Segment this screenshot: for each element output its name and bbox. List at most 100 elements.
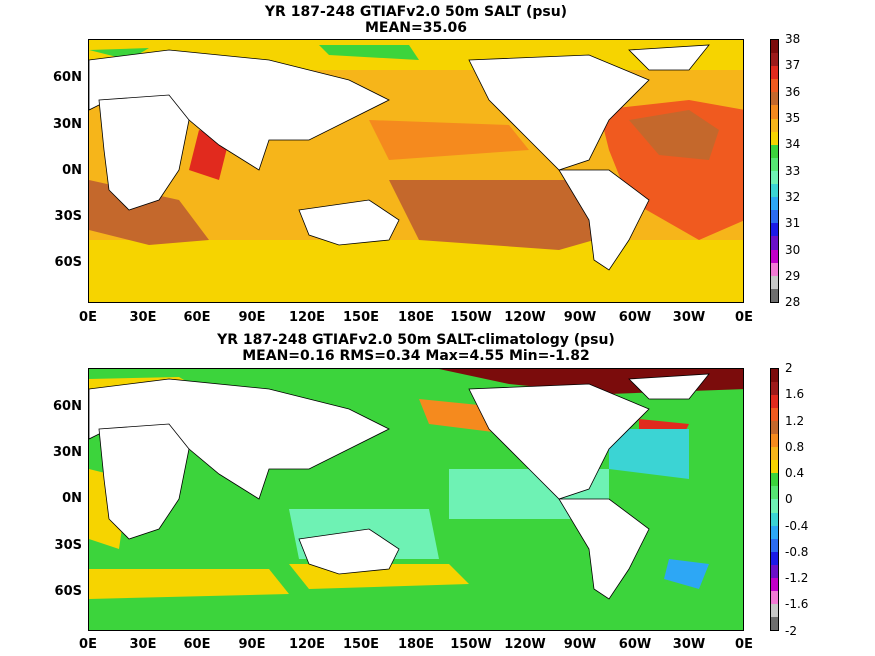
colorbar-segment bbox=[771, 275, 778, 289]
y-tick: 30N bbox=[53, 117, 82, 132]
colorbar-segment bbox=[771, 170, 778, 185]
colorbar-segment bbox=[771, 408, 778, 422]
x-tick: 0E bbox=[79, 310, 97, 325]
x-tick: 60W bbox=[618, 310, 652, 325]
colorbar-segment bbox=[771, 551, 778, 565]
y-tick: 60S bbox=[54, 255, 82, 270]
y-tick: 0N bbox=[62, 491, 82, 506]
x-tick: 120W bbox=[504, 310, 546, 325]
north-america bbox=[468, 54, 650, 171]
x-tick: 60W bbox=[618, 637, 652, 652]
x-tick: 90W bbox=[563, 310, 597, 325]
colorbar-segment bbox=[771, 249, 778, 263]
colorbar-label: 30 bbox=[785, 243, 801, 257]
colorbar-segment bbox=[771, 525, 778, 539]
x-tick: 180E bbox=[397, 310, 435, 325]
colorbar-label: 29 bbox=[785, 269, 801, 283]
colorbar-segment bbox=[771, 603, 778, 617]
anomaly-map-svg bbox=[89, 369, 743, 630]
colorbar-label: 34 bbox=[785, 137, 801, 151]
y-tick: 60N bbox=[53, 70, 82, 85]
colorbar-label: -0.4 bbox=[785, 519, 809, 533]
colorbar-label: 1.2 bbox=[785, 414, 805, 428]
x-tick: 60E bbox=[183, 637, 211, 652]
salt-panel: YR 187-248 GTIAFv2.0 50m SALT (psu) MEAN… bbox=[53, 4, 801, 325]
colorbar-label: 31 bbox=[785, 216, 801, 230]
colorbar-segment bbox=[771, 210, 778, 224]
colorbar-segment bbox=[771, 369, 778, 383]
atlantic-negative bbox=[609, 429, 689, 479]
colorbar-segment bbox=[771, 616, 778, 630]
chart-subtitle: MEAN=0.16 RMS=0.34 Max=4.55 Min=-1.82 bbox=[242, 348, 590, 364]
colorbar-segment bbox=[771, 512, 778, 526]
salinity-map-svg bbox=[89, 40, 743, 302]
greenland bbox=[628, 44, 710, 71]
x-tick: 150E bbox=[342, 637, 380, 652]
africa bbox=[98, 94, 190, 211]
x-tick: 120E bbox=[288, 310, 326, 325]
colorbar-segment bbox=[771, 92, 778, 106]
continents bbox=[89, 44, 710, 271]
x-tick: 30W bbox=[672, 637, 706, 652]
colorbar-segment bbox=[771, 53, 778, 67]
anomaly-map bbox=[88, 368, 744, 631]
x-tick: 180E bbox=[397, 637, 435, 652]
colorbar-label: 33 bbox=[785, 164, 801, 178]
colorbar-segment bbox=[771, 395, 778, 409]
colorbar-label: 37 bbox=[785, 58, 801, 72]
colorbar-segment bbox=[771, 79, 778, 93]
atlantic-max bbox=[629, 110, 719, 160]
colorbar-segment bbox=[771, 118, 778, 132]
continents bbox=[89, 373, 710, 600]
colorbar-label: 0.4 bbox=[785, 466, 805, 480]
colorbar-segment bbox=[771, 473, 778, 487]
colorbar bbox=[770, 368, 779, 631]
x-tick: 120W bbox=[504, 637, 546, 652]
x-tick: 30E bbox=[129, 310, 157, 325]
y-tick: 30S bbox=[54, 209, 82, 224]
x-tick: 60E bbox=[183, 310, 211, 325]
colorbar-label: 38 bbox=[785, 32, 801, 46]
colorbar-label: -1.2 bbox=[785, 571, 809, 585]
colorbar-segment bbox=[771, 223, 778, 237]
australia bbox=[298, 199, 400, 246]
colorbar-segment bbox=[771, 577, 778, 591]
y-tick: 30S bbox=[54, 538, 82, 553]
salt-anomaly-panel: YR 187-248 GTIAFv2.0 50m SALT-climatolog… bbox=[0, 330, 875, 656]
colorbar-segment bbox=[771, 590, 778, 604]
colorbar-segment bbox=[771, 486, 778, 500]
colorbar-segment bbox=[771, 105, 778, 119]
x-tick: 30E bbox=[129, 637, 157, 652]
colorbar-label: 1.6 bbox=[785, 387, 805, 401]
colorbar-label: 0.8 bbox=[785, 440, 805, 454]
colorbar-label: 35 bbox=[785, 111, 801, 125]
colorbar-segment bbox=[771, 262, 778, 276]
y-tick: 60S bbox=[54, 584, 82, 599]
x-tick: 90W bbox=[563, 637, 597, 652]
falklands-negative bbox=[664, 559, 709, 589]
colorbar-label: 28 bbox=[785, 295, 801, 309]
x-tick: 0E bbox=[735, 637, 753, 652]
colorbar-segment bbox=[771, 236, 778, 250]
chart-title: YR 187-248 GTIAFv2.0 50m SALT (psu) bbox=[264, 4, 568, 20]
colorbar-label: -1.6 bbox=[785, 597, 809, 611]
x-tick: 120E bbox=[288, 637, 326, 652]
colorbar-segment bbox=[771, 382, 778, 396]
colorbar-label: 2 bbox=[785, 361, 793, 375]
x-tick: 90E bbox=[238, 637, 266, 652]
africa bbox=[98, 423, 190, 540]
colorbar-segment bbox=[771, 144, 778, 158]
colorbar-segment bbox=[771, 131, 778, 145]
colorbar-label: -0.8 bbox=[785, 545, 809, 559]
colorbar-segment bbox=[771, 499, 778, 513]
chart-title: YR 187-248 GTIAFv2.0 50m SALT-climatolog… bbox=[217, 332, 615, 348]
colorbar-segment bbox=[771, 288, 778, 302]
y-tick: 30N bbox=[53, 445, 82, 460]
southern-positive bbox=[89, 569, 289, 599]
colorbar-segment bbox=[771, 197, 778, 211]
x-tick: 0E bbox=[735, 310, 753, 325]
south-pacific-high bbox=[389, 180, 629, 250]
x-tick: 150W bbox=[450, 637, 492, 652]
greenland bbox=[628, 373, 710, 400]
x-tick: 90E bbox=[238, 310, 266, 325]
